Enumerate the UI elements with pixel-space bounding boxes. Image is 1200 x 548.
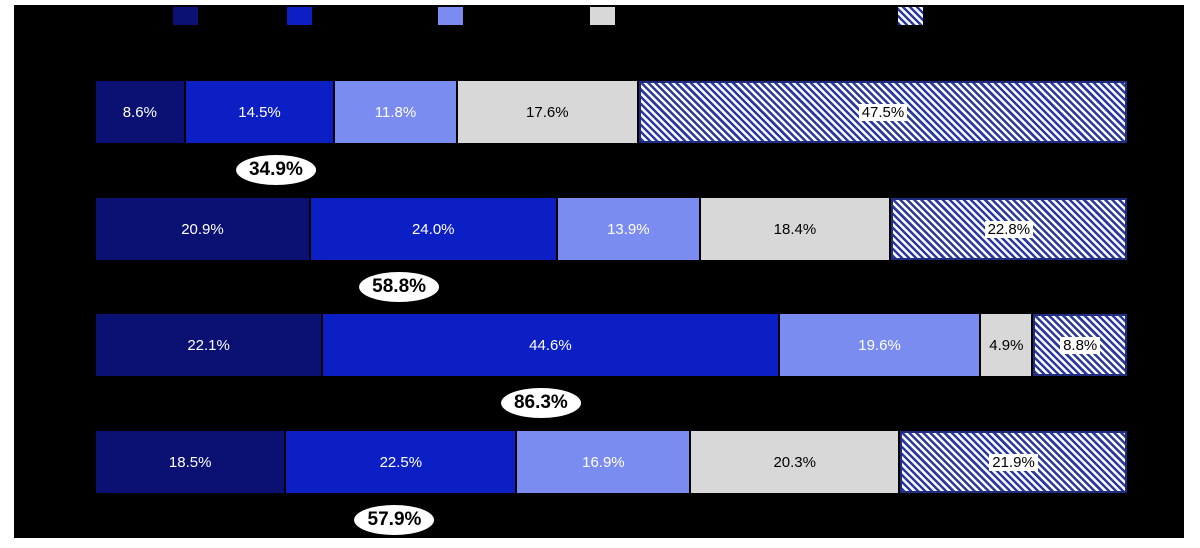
bar-segment-label: 18.4% [773, 220, 817, 238]
bar-segment-label: 22.8% [984, 220, 1034, 238]
bar-segment-light-blue: 19.6% [779, 314, 980, 376]
bar-segment-light-blue: 11.8% [335, 81, 456, 143]
bar-segment-label: 24.0% [411, 220, 455, 238]
bar-segment-dark-navy: 22.1% [96, 314, 322, 376]
bar-segment-blue: 44.6% [323, 314, 778, 376]
bar-segment-label: 13.9% [607, 220, 650, 238]
legend-swatch-blue [287, 7, 312, 25]
bar-segment-hatched: 21.9% [900, 431, 1127, 493]
bar-segment-label: 20.9% [181, 220, 224, 238]
bar-row: 20.9% 24.0% 13.9% 18.4% 22.8% [96, 198, 1127, 260]
bar-segment-label: 21.9% [989, 453, 1038, 471]
bar-row: 18.5% 22.5% 16.9% 20.3% 21.9% [96, 431, 1127, 493]
total-badge: 86.3% [500, 388, 581, 418]
bar-segment-label: 47.5% [858, 103, 908, 121]
bar-segment-label: 4.9% [989, 336, 1024, 354]
bar-row: 8.6% 14.5% 11.8% 17.6% 47.5% [96, 81, 1127, 143]
bar-segment-dark-navy: 8.6% [96, 81, 184, 143]
bar-segment-gray: 20.3% [691, 431, 899, 493]
bar-segment-label: 44.6% [529, 336, 572, 354]
bar-segment-dark-navy: 20.9% [96, 198, 309, 260]
bar-segment-label: 11.8% [374, 103, 417, 121]
bar-segment-blue: 22.5% [286, 431, 516, 493]
bar-segment-dark-navy: 18.5% [96, 431, 285, 493]
bar-segment-gray: 17.6% [457, 81, 637, 143]
bar-row: 22.1% 44.6% 19.6% 4.9% 8.8% [96, 314, 1127, 376]
stacked-bar-chart: 8.6% 14.5% 11.8% 17.6% 47.5% 34.9% 20.9% 24.0% 1… [14, 5, 1184, 538]
bar-segment-blue: 14.5% [185, 81, 334, 143]
legend-swatch-light-blue [438, 7, 463, 25]
legend [14, 5, 1184, 45]
total-badge: 58.8% [359, 272, 440, 302]
bar-segment-gray: 18.4% [701, 198, 889, 260]
bar-segment-label: 22.5% [379, 453, 423, 471]
bar-segment-light-blue: 16.9% [517, 431, 690, 493]
bar-segment-blue: 24.0% [310, 198, 556, 260]
legend-swatch-gray [590, 7, 615, 25]
bar-segment-label: 18.5% [168, 453, 212, 471]
bar-segment-label: 14.5% [238, 103, 281, 121]
bar-segment-hatched: 8.8% [1033, 314, 1127, 376]
legend-swatch-dark-navy [173, 7, 198, 25]
legend-swatch-hatched [898, 7, 923, 25]
bar-segment-label: 20.3% [773, 453, 816, 471]
bar-segment-label: 8.8% [1060, 336, 1101, 354]
total-badge: 34.9% [235, 155, 316, 185]
total-badge: 57.9% [354, 505, 435, 535]
bar-segment-gray: 4.9% [981, 314, 1032, 376]
bar-segment-label: 22.1% [187, 336, 230, 354]
bar-segment-label: 17.6% [526, 103, 569, 121]
bar-segment-label: 16.9% [582, 453, 625, 471]
bar-segment-light-blue: 13.9% [557, 198, 700, 260]
bar-segment-label: 8.6% [122, 103, 157, 121]
bar-segment-hatched: 22.8% [890, 198, 1127, 260]
chart-canvas: 8.6% 14.5% 11.8% 17.6% 47.5% 34.9% 20.9% 24.0% 1… [14, 5, 1184, 538]
bar-segment-hatched: 47.5% [638, 81, 1127, 143]
bar-segment-label: 19.6% [858, 336, 901, 354]
